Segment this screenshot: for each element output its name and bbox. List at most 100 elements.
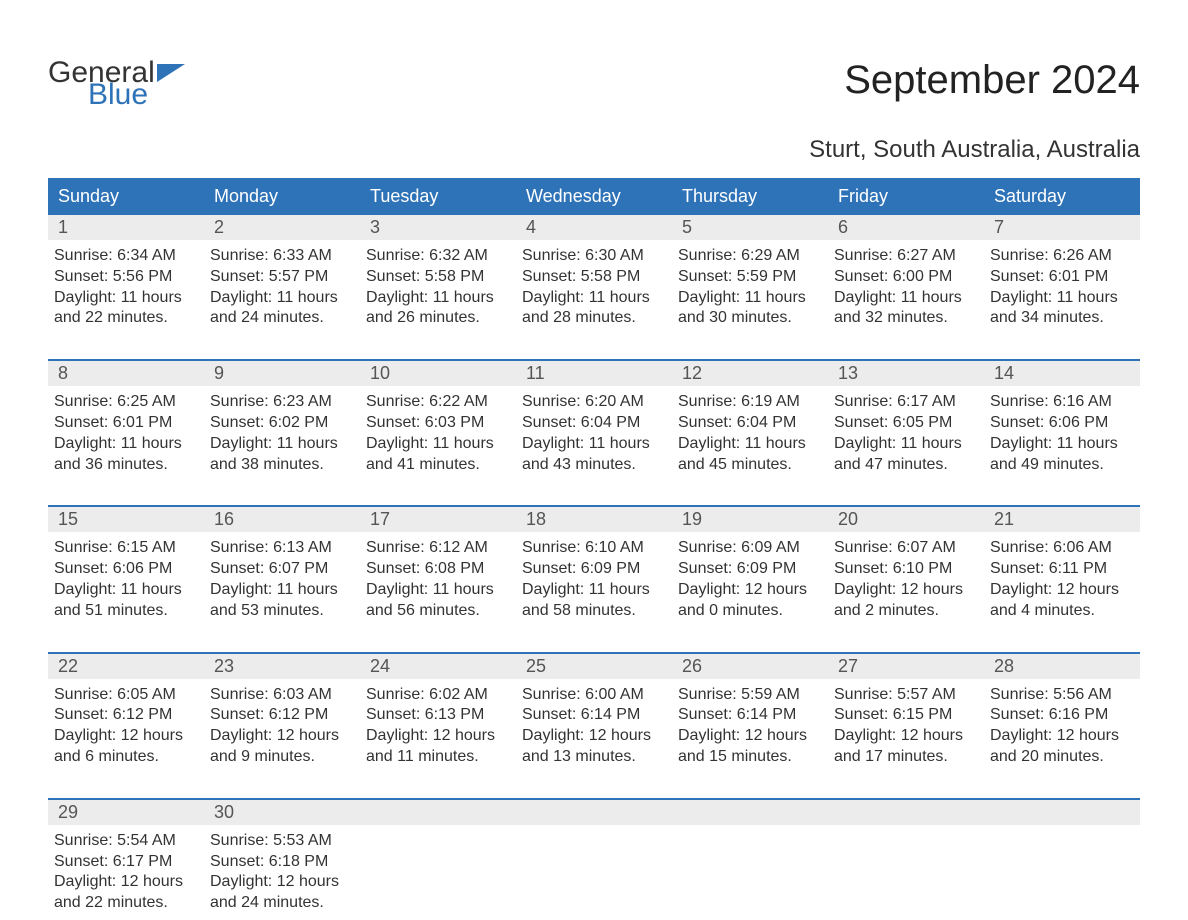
- weeks-container: 1234567Sunrise: 6:34 AMSunset: 5:56 PMDa…: [48, 215, 1140, 920]
- daylight2-text: and 17 minutes.: [834, 747, 974, 768]
- sunset-text: Sunset: 6:11 PM: [990, 559, 1130, 580]
- sunrise-text: Sunrise: 6:30 AM: [522, 246, 662, 267]
- date-row: 891011121314: [48, 359, 1140, 386]
- day-cell: Sunrise: 6:29 AMSunset: 5:59 PMDaylight:…: [672, 240, 828, 335]
- day-cell: Sunrise: 6:23 AMSunset: 6:02 PMDaylight:…: [204, 386, 360, 481]
- daylight1-text: Daylight: 12 hours: [210, 872, 350, 893]
- day-cell: Sunrise: 6:00 AMSunset: 6:14 PMDaylight:…: [516, 679, 672, 774]
- daylight1-text: Daylight: 12 hours: [522, 726, 662, 747]
- date-cell: 26: [672, 654, 828, 679]
- week: 15161718192021Sunrise: 6:15 AMSunset: 6:…: [48, 505, 1140, 627]
- day-cell: [516, 825, 672, 920]
- daylight2-text: and 9 minutes.: [210, 747, 350, 768]
- date-cell: [360, 800, 516, 825]
- daylight1-text: Daylight: 11 hours: [678, 288, 818, 309]
- sunrise-text: Sunrise: 6:00 AM: [522, 685, 662, 706]
- header: General Blue September 2024: [48, 58, 1140, 110]
- daylight1-text: Daylight: 11 hours: [54, 288, 194, 309]
- sunrise-text: Sunrise: 6:33 AM: [210, 246, 350, 267]
- sunrise-text: Sunrise: 6:22 AM: [366, 392, 506, 413]
- sunrise-text: Sunrise: 6:17 AM: [834, 392, 974, 413]
- date-cell: 2: [204, 215, 360, 240]
- daylight1-text: Daylight: 11 hours: [834, 434, 974, 455]
- week: 2930Sunrise: 5:54 AMSunset: 6:17 PMDayli…: [48, 798, 1140, 920]
- date-cell: 7: [984, 215, 1140, 240]
- sunrise-text: Sunrise: 5:57 AM: [834, 685, 974, 706]
- day-cell: Sunrise: 6:17 AMSunset: 6:05 PMDaylight:…: [828, 386, 984, 481]
- sunset-text: Sunset: 5:58 PM: [522, 267, 662, 288]
- day-cell: Sunrise: 6:34 AMSunset: 5:56 PMDaylight:…: [48, 240, 204, 335]
- sunset-text: Sunset: 6:01 PM: [54, 413, 194, 434]
- date-cell: 21: [984, 507, 1140, 532]
- daylight2-text: and 45 minutes.: [678, 455, 818, 476]
- day-cell: Sunrise: 6:22 AMSunset: 6:03 PMDaylight:…: [360, 386, 516, 481]
- daylight2-text: and 24 minutes.: [210, 893, 350, 914]
- date-cell: 6: [828, 215, 984, 240]
- sunrise-text: Sunrise: 6:02 AM: [366, 685, 506, 706]
- daylight1-text: Daylight: 11 hours: [990, 288, 1130, 309]
- sunset-text: Sunset: 6:10 PM: [834, 559, 974, 580]
- content-row: Sunrise: 6:05 AMSunset: 6:12 PMDaylight:…: [48, 679, 1140, 774]
- daylight2-text: and 2 minutes.: [834, 601, 974, 622]
- sunset-text: Sunset: 6:15 PM: [834, 705, 974, 726]
- page-title: September 2024: [844, 58, 1140, 103]
- sunset-text: Sunset: 6:12 PM: [210, 705, 350, 726]
- daylight1-text: Daylight: 11 hours: [366, 288, 506, 309]
- day-cell: Sunrise: 6:10 AMSunset: 6:09 PMDaylight:…: [516, 532, 672, 627]
- date-cell: 30: [204, 800, 360, 825]
- daylight1-text: Daylight: 12 hours: [210, 726, 350, 747]
- sunrise-text: Sunrise: 6:06 AM: [990, 538, 1130, 559]
- date-cell: 18: [516, 507, 672, 532]
- day-cell: Sunrise: 6:20 AMSunset: 6:04 PMDaylight:…: [516, 386, 672, 481]
- sunset-text: Sunset: 6:09 PM: [522, 559, 662, 580]
- date-cell: [516, 800, 672, 825]
- sunrise-text: Sunrise: 6:13 AM: [210, 538, 350, 559]
- content-row: Sunrise: 5:54 AMSunset: 6:17 PMDaylight:…: [48, 825, 1140, 920]
- day-header: Thursday: [672, 178, 828, 215]
- sunrise-text: Sunrise: 6:29 AM: [678, 246, 818, 267]
- sunrise-text: Sunrise: 6:23 AM: [210, 392, 350, 413]
- date-cell: 3: [360, 215, 516, 240]
- sunrise-text: Sunrise: 6:34 AM: [54, 246, 194, 267]
- daylight1-text: Daylight: 12 hours: [834, 580, 974, 601]
- daylight2-text: and 26 minutes.: [366, 308, 506, 329]
- daylight1-text: Daylight: 11 hours: [522, 288, 662, 309]
- day-cell: Sunrise: 5:54 AMSunset: 6:17 PMDaylight:…: [48, 825, 204, 920]
- daylight2-text: and 34 minutes.: [990, 308, 1130, 329]
- logo-text-blue: Blue: [88, 80, 148, 110]
- day-cell: Sunrise: 6:30 AMSunset: 5:58 PMDaylight:…: [516, 240, 672, 335]
- date-cell: 15: [48, 507, 204, 532]
- sunset-text: Sunset: 6:04 PM: [678, 413, 818, 434]
- daylight1-text: Daylight: 12 hours: [678, 580, 818, 601]
- daylight2-text: and 20 minutes.: [990, 747, 1130, 768]
- day-cell: [360, 825, 516, 920]
- sunset-text: Sunset: 6:00 PM: [834, 267, 974, 288]
- daylight1-text: Daylight: 11 hours: [54, 434, 194, 455]
- sunset-text: Sunset: 6:02 PM: [210, 413, 350, 434]
- day-cell: Sunrise: 6:02 AMSunset: 6:13 PMDaylight:…: [360, 679, 516, 774]
- daylight1-text: Daylight: 11 hours: [210, 434, 350, 455]
- daylight2-text: and 0 minutes.: [678, 601, 818, 622]
- date-row: 22232425262728: [48, 652, 1140, 679]
- date-cell: 20: [828, 507, 984, 532]
- date-cell: 14: [984, 361, 1140, 386]
- sunrise-text: Sunrise: 5:59 AM: [678, 685, 818, 706]
- daylight2-text: and 24 minutes.: [210, 308, 350, 329]
- daylight2-text: and 47 minutes.: [834, 455, 974, 476]
- day-cell: [984, 825, 1140, 920]
- sunrise-text: Sunrise: 6:05 AM: [54, 685, 194, 706]
- sunset-text: Sunset: 6:01 PM: [990, 267, 1130, 288]
- sunset-text: Sunset: 6:14 PM: [678, 705, 818, 726]
- sunset-text: Sunset: 6:06 PM: [54, 559, 194, 580]
- daylight1-text: Daylight: 12 hours: [834, 726, 974, 747]
- sunset-text: Sunset: 6:09 PM: [678, 559, 818, 580]
- day-cell: Sunrise: 6:33 AMSunset: 5:57 PMDaylight:…: [204, 240, 360, 335]
- date-cell: 5: [672, 215, 828, 240]
- date-cell: 13: [828, 361, 984, 386]
- sunrise-text: Sunrise: 6:20 AM: [522, 392, 662, 413]
- daylight1-text: Daylight: 11 hours: [366, 580, 506, 601]
- daylight2-text: and 22 minutes.: [54, 893, 194, 914]
- week: 1234567Sunrise: 6:34 AMSunset: 5:56 PMDa…: [48, 215, 1140, 335]
- sunrise-text: Sunrise: 6:16 AM: [990, 392, 1130, 413]
- daylight1-text: Daylight: 11 hours: [834, 288, 974, 309]
